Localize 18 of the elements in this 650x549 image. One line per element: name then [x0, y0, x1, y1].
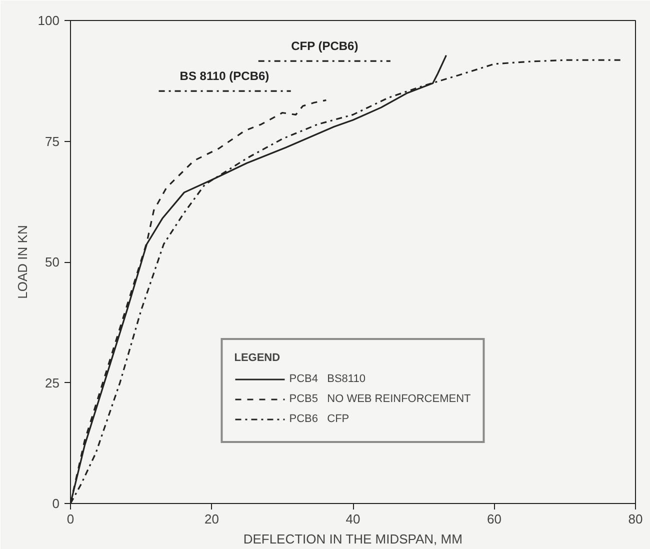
y-axis-title: LOAD IN KN: [14, 225, 30, 299]
y-tick-label: 50: [45, 254, 60, 270]
x-tick-label: 40: [346, 512, 360, 526]
legend-label: PCB5 NO WEB REINFORCEMENT: [289, 393, 471, 405]
x-tick-label: 0: [66, 512, 74, 526]
y-tick-label: 75: [45, 134, 60, 149]
x-tick-label: 60: [487, 512, 502, 526]
y-tick-label: 100: [38, 13, 60, 28]
y-tick-label: 25: [45, 375, 60, 390]
x-tick-label: 80: [628, 512, 643, 526]
x-tick-label: 20: [204, 512, 219, 526]
y-tick-label: 0: [52, 496, 60, 511]
annotation: BS 8110 (PCB6): [180, 69, 270, 84]
x-axis-title: DEFLECTION IN THE MIDSPAN, MM: [243, 532, 462, 546]
annotation: CFP (PCB6): [291, 39, 358, 54]
legend-label: PCB6 CFP: [289, 413, 350, 425]
legend-title: LEGEND: [234, 352, 282, 364]
legend-label: PCB4 BS8110: [289, 373, 366, 385]
